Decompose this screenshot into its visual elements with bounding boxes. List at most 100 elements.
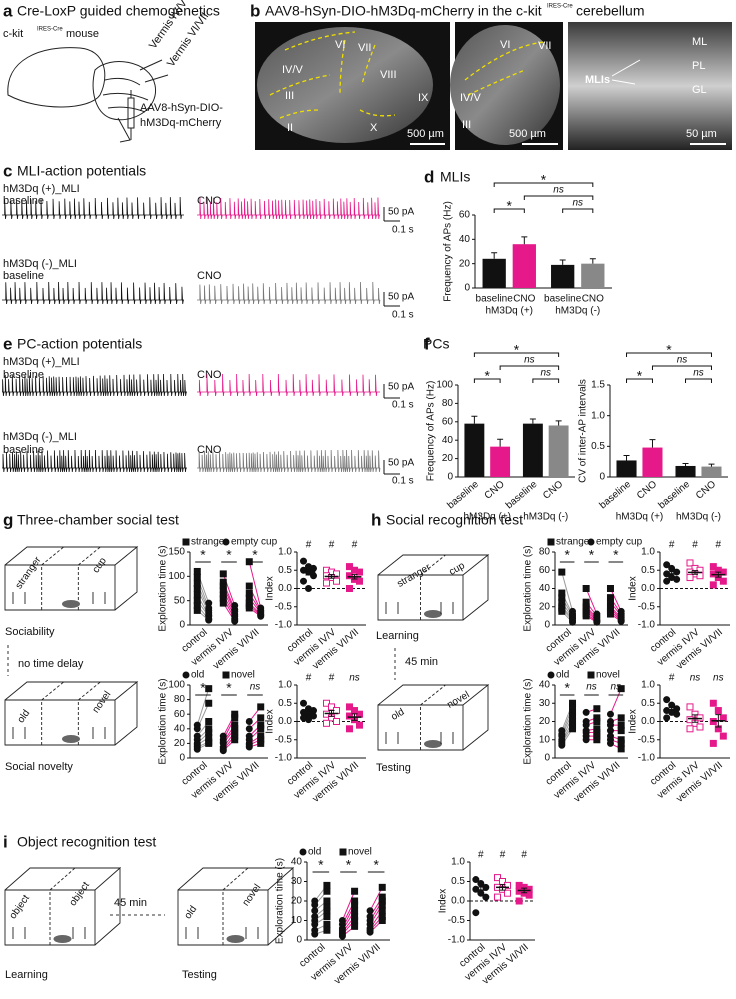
lobule-labels: VI VII IV/V VIII III IX II X VI VII IV/V…	[282, 36, 707, 134]
panel-letter: f	[424, 334, 430, 353]
point	[231, 736, 239, 744]
point	[558, 568, 566, 576]
cup	[92, 592, 106, 604]
micrograph	[568, 22, 732, 150]
legend-label: old	[308, 847, 321, 858]
error-bar	[692, 570, 698, 575]
sig-bracket	[493, 182, 594, 187]
error-bar	[305, 568, 312, 576]
point	[338, 932, 346, 940]
cup	[185, 927, 199, 939]
y-tick-label: 0.5	[641, 698, 655, 709]
sig-label: #	[306, 673, 312, 684]
layer: GL	[692, 84, 707, 96]
cup	[72, 927, 86, 939]
sig-label: ns	[524, 355, 535, 366]
y-tick-label: -1.0	[275, 753, 293, 764]
point	[193, 745, 201, 753]
error-bar	[589, 258, 596, 264]
x-tick-label: baseline	[598, 479, 634, 512]
point	[482, 893, 490, 901]
point	[311, 907, 319, 915]
legend-marker	[222, 671, 230, 679]
point	[245, 743, 253, 751]
y-tick-label: 20	[459, 258, 471, 269]
divider	[41, 681, 64, 745]
sig-label: *	[226, 547, 232, 563]
point	[300, 699, 307, 707]
row-label: hM3Dq (-)_MLI	[3, 431, 77, 443]
micrograph-tissue	[257, 27, 433, 143]
pointer	[611, 59, 641, 77]
chart-title: MLIs	[440, 169, 470, 185]
scale-label: 0.1 s	[392, 400, 414, 411]
legend-label: empty cup	[596, 537, 643, 548]
caption: Learning	[5, 969, 48, 981]
point	[333, 718, 340, 725]
point	[356, 577, 363, 585]
point	[472, 876, 480, 884]
pointer	[139, 59, 163, 71]
point	[346, 703, 353, 711]
point	[193, 585, 201, 592]
panel-title: Social recognition test	[386, 512, 523, 528]
delay-label: 45 min	[405, 656, 438, 668]
legend-label: novel	[231, 670, 255, 681]
box-edge	[4, 867, 122, 946]
chamber-box	[377, 554, 490, 621]
y-axis-label: Exploration time (s)	[275, 858, 286, 944]
sig-label: ns	[611, 682, 622, 693]
chamber-label: novel	[445, 689, 471, 710]
error-bar	[692, 714, 698, 723]
y-tick-label: 30	[539, 698, 551, 709]
error-bar	[328, 574, 335, 579]
micrograph-tissue	[450, 25, 560, 145]
scale-label: 0.1 s	[392, 310, 414, 321]
caption: Sociability	[5, 626, 55, 638]
pair-line	[561, 571, 574, 612]
x-tick-label: CNO	[541, 479, 565, 502]
lobule: IV/V	[282, 64, 303, 76]
sig-label: *	[541, 172, 547, 188]
legend-label: old	[556, 670, 569, 681]
sig-bracket	[562, 208, 594, 213]
bar	[675, 465, 696, 477]
y-tick-label: 80	[174, 694, 186, 705]
y-tick-label: 1.0	[641, 680, 655, 691]
point	[333, 577, 340, 585]
point	[593, 618, 601, 626]
point	[311, 920, 319, 928]
panel-letter: b	[250, 1, 260, 20]
panel-title: Object recognition test	[17, 834, 156, 850]
bar	[512, 244, 536, 288]
y-axis-label: Index	[265, 709, 276, 733]
mouse	[226, 935, 245, 943]
mouse	[424, 740, 442, 748]
point	[366, 907, 374, 915]
legend-label: novel	[596, 670, 620, 681]
y-tick-label: 1.0	[278, 547, 292, 558]
point	[219, 747, 227, 755]
error-bar	[668, 571, 675, 577]
point	[300, 557, 307, 565]
point	[231, 617, 239, 625]
point	[378, 901, 386, 909]
panel-letter: e	[3, 334, 12, 353]
lobule: IV/V	[460, 92, 481, 104]
sig-label: ns	[713, 673, 724, 684]
chamber-label: old	[183, 904, 200, 921]
y-tick-label: 0.5	[591, 441, 605, 452]
bar	[464, 423, 485, 477]
scale-label: 50 µm	[686, 128, 717, 140]
error-bar	[305, 710, 312, 715]
divider	[222, 867, 249, 945]
sig-label: *	[200, 680, 206, 696]
chamber-box	[4, 681, 139, 746]
point	[504, 889, 511, 897]
sig-label: #	[329, 673, 335, 684]
bar	[581, 263, 605, 288]
y-tick-label: -1.0	[275, 620, 293, 631]
point	[245, 718, 253, 725]
point	[257, 612, 265, 620]
cell-label: MLIs	[585, 74, 610, 86]
